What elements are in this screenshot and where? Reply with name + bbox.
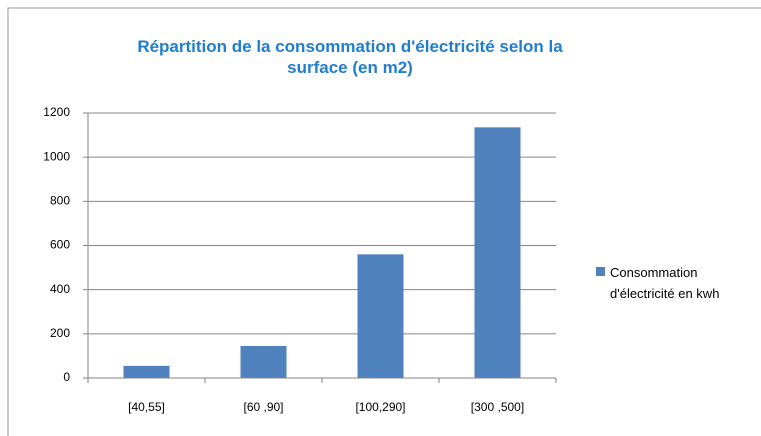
x-tick-label: [40,55] [128, 400, 165, 414]
y-tick-label: 0 [63, 370, 70, 384]
y-tick-label: 200 [50, 326, 70, 340]
legend-label: Consommation d'électricité en kwh [610, 265, 720, 301]
y-tick-label: 1200 [43, 105, 70, 119]
x-tick-label: [300 ,500] [471, 400, 524, 414]
bar [474, 127, 521, 379]
bar [240, 345, 287, 378]
y-tick-label: 600 [50, 238, 70, 252]
y-tick-label: 400 [50, 282, 70, 296]
chart-title: Répartition de la consommation d'électri… [137, 37, 563, 77]
y-tick-label: 1000 [43, 149, 70, 163]
bar [357, 254, 404, 378]
y-tick-label: 800 [50, 194, 70, 208]
bar [123, 365, 170, 378]
legend-swatch [596, 267, 605, 276]
x-tick-label: [60 ,90] [243, 400, 283, 414]
x-tick-label: [100,290] [355, 400, 405, 414]
chart-frame [7, 7, 761, 436]
